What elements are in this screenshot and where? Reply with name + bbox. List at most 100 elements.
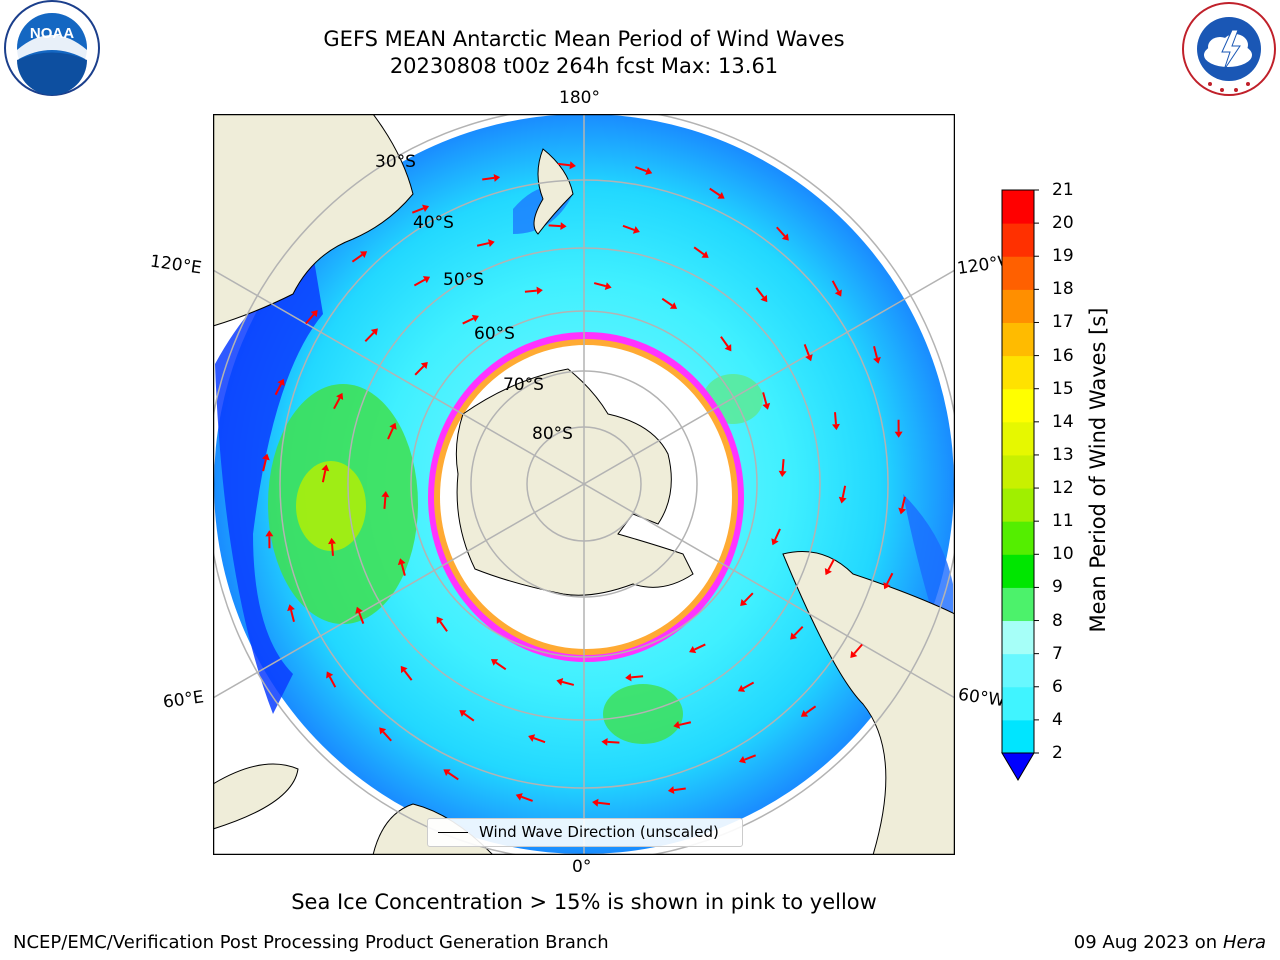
colorbar-segment xyxy=(1002,620,1034,655)
wave-direction-arrow xyxy=(515,793,533,802)
colorbar-segment xyxy=(1002,256,1034,290)
colorbar-segment xyxy=(1002,190,1034,224)
wave-direction-arrow xyxy=(355,606,365,624)
wave-direction-arrow xyxy=(414,361,428,376)
colorbar-tick-label: 12 xyxy=(1052,478,1074,499)
wave-direction-arrow xyxy=(635,166,653,175)
wave-direction-arrow xyxy=(364,328,378,342)
wave-direction-arrow xyxy=(625,673,644,682)
wave-direction-arrow xyxy=(528,734,546,744)
colorbar-tick-label: 11 xyxy=(1052,511,1074,532)
colorbar-segment xyxy=(1002,488,1034,522)
lon-label-60w: 60°W xyxy=(956,684,1007,712)
wave-direction-arrow xyxy=(413,276,431,287)
wave-direction-arrow xyxy=(400,665,413,681)
wave-direction-arrow xyxy=(387,422,397,440)
colorbar-tick-label: 9 xyxy=(1052,577,1063,598)
wave-direction-arrow xyxy=(738,754,757,764)
wave-direction-arrow xyxy=(381,490,390,509)
wave-direction-arrow xyxy=(459,710,475,722)
wave-direction-arrow xyxy=(326,671,337,688)
wave-direction-arrow xyxy=(776,226,789,241)
legend-label: Wind Wave Direction (unscaled) xyxy=(479,823,719,841)
wave-direction-arrow xyxy=(265,530,274,549)
wave-direction-arrow xyxy=(274,378,285,396)
polar-map xyxy=(213,114,955,855)
wave-direction-arrow xyxy=(667,786,686,795)
wave-direction-arrow xyxy=(894,419,903,438)
wave-direction-arrow xyxy=(548,222,567,231)
noaa-logo: NOAA xyxy=(4,0,100,96)
wave-direction-arrow xyxy=(333,392,344,410)
lon-label-180: 180° xyxy=(559,88,600,108)
chart-subtitle: 20230808 t00z 264h fcst Max: 13.61 xyxy=(389,54,779,78)
wave-direction-arrow xyxy=(482,173,501,182)
sea-ice-note: Sea Ice Concentration > 15% is shown in … xyxy=(291,890,877,914)
wave-direction-arrow xyxy=(397,558,406,576)
lon-label-120e: 120°E xyxy=(148,251,203,279)
wave-direction-arrow xyxy=(593,282,612,290)
wave-direction-arrow xyxy=(720,336,732,352)
wave-direction-arrow xyxy=(831,280,842,297)
colorbar-tick-label: 7 xyxy=(1052,643,1063,664)
lat-label-60s: 60°S xyxy=(474,324,515,344)
colorbar-tick-label: 10 xyxy=(1052,544,1074,565)
colorbar-tick-label: 16 xyxy=(1052,345,1074,366)
wave-direction-arrow xyxy=(850,643,863,659)
colorbar-tick-label: 14 xyxy=(1052,411,1074,432)
wave-direction-arrow xyxy=(803,344,813,362)
wave-direction-arrow xyxy=(778,459,787,478)
wave-direction-arrow xyxy=(592,798,611,807)
colorbar-tick-label: 13 xyxy=(1052,444,1074,465)
colorbar-tick-label: 18 xyxy=(1052,279,1074,300)
wave-direction-arrow xyxy=(771,528,781,546)
wave-direction-arrow xyxy=(462,314,479,325)
wave-direction-arrow xyxy=(689,643,706,654)
map-legend: Wind Wave Direction (unscaled) xyxy=(427,818,743,847)
colorbar-segment xyxy=(1002,587,1034,622)
south-america-land xyxy=(782,551,954,854)
wave-direction-arrow xyxy=(524,286,543,295)
wave-direction-arrow xyxy=(740,592,754,607)
colorbar-tick-label: 19 xyxy=(1052,246,1074,267)
wave-direction-arrow xyxy=(490,659,507,671)
wave-direction-arrow xyxy=(321,464,330,483)
noaa-logo-text: NOAA xyxy=(30,25,74,42)
wave-direction-arrow xyxy=(328,537,336,556)
colorbar-tick-label: 4 xyxy=(1052,709,1063,730)
wind-wave-arrows xyxy=(261,161,907,807)
wave-direction-arrow xyxy=(261,453,270,472)
lat-label-50s: 50°S xyxy=(443,270,484,290)
colorbar-tick-label: 21 xyxy=(1052,180,1074,200)
wave-direction-arrow xyxy=(873,346,881,364)
wave-direction-arrow xyxy=(898,496,907,515)
colorbar-extend-arrow xyxy=(1001,752,1035,781)
wave-direction-arrow xyxy=(673,721,692,729)
colorbar-tick-label: 20 xyxy=(1052,213,1074,234)
lon-label-60e: 60°E xyxy=(161,687,206,713)
wave-direction-arrow xyxy=(556,678,575,686)
wave-direction-arrow xyxy=(661,297,678,309)
graticule xyxy=(214,115,954,854)
colorbar-segment xyxy=(1002,554,1034,588)
wave-direction-arrow xyxy=(832,412,840,431)
colorbar-segment xyxy=(1002,686,1034,721)
wave-direction-arrow xyxy=(824,558,835,576)
wave-direction-arrow xyxy=(557,161,576,170)
colorbar-segment xyxy=(1002,355,1034,390)
colorbar-segment xyxy=(1002,289,1034,323)
colorbar-tick-label: 2 xyxy=(1052,743,1063,763)
wave-direction-arrow xyxy=(443,769,459,781)
lat-label-30s: 30°S xyxy=(375,152,416,172)
colorbar-segment xyxy=(1002,388,1034,423)
colorbar-tick-label: 6 xyxy=(1052,676,1063,697)
wave-direction-arrow xyxy=(436,616,448,632)
wave-direction-arrow xyxy=(838,485,847,504)
wave-direction-arrow xyxy=(800,705,817,717)
wave-direction-arrow xyxy=(351,251,368,263)
colorbar-segment xyxy=(1002,421,1034,456)
footer-machine: Hera xyxy=(1222,932,1266,953)
colorbar-tick-label: 15 xyxy=(1052,378,1074,399)
antarctica-land xyxy=(455,368,694,596)
wave-direction-arrow xyxy=(737,681,755,692)
